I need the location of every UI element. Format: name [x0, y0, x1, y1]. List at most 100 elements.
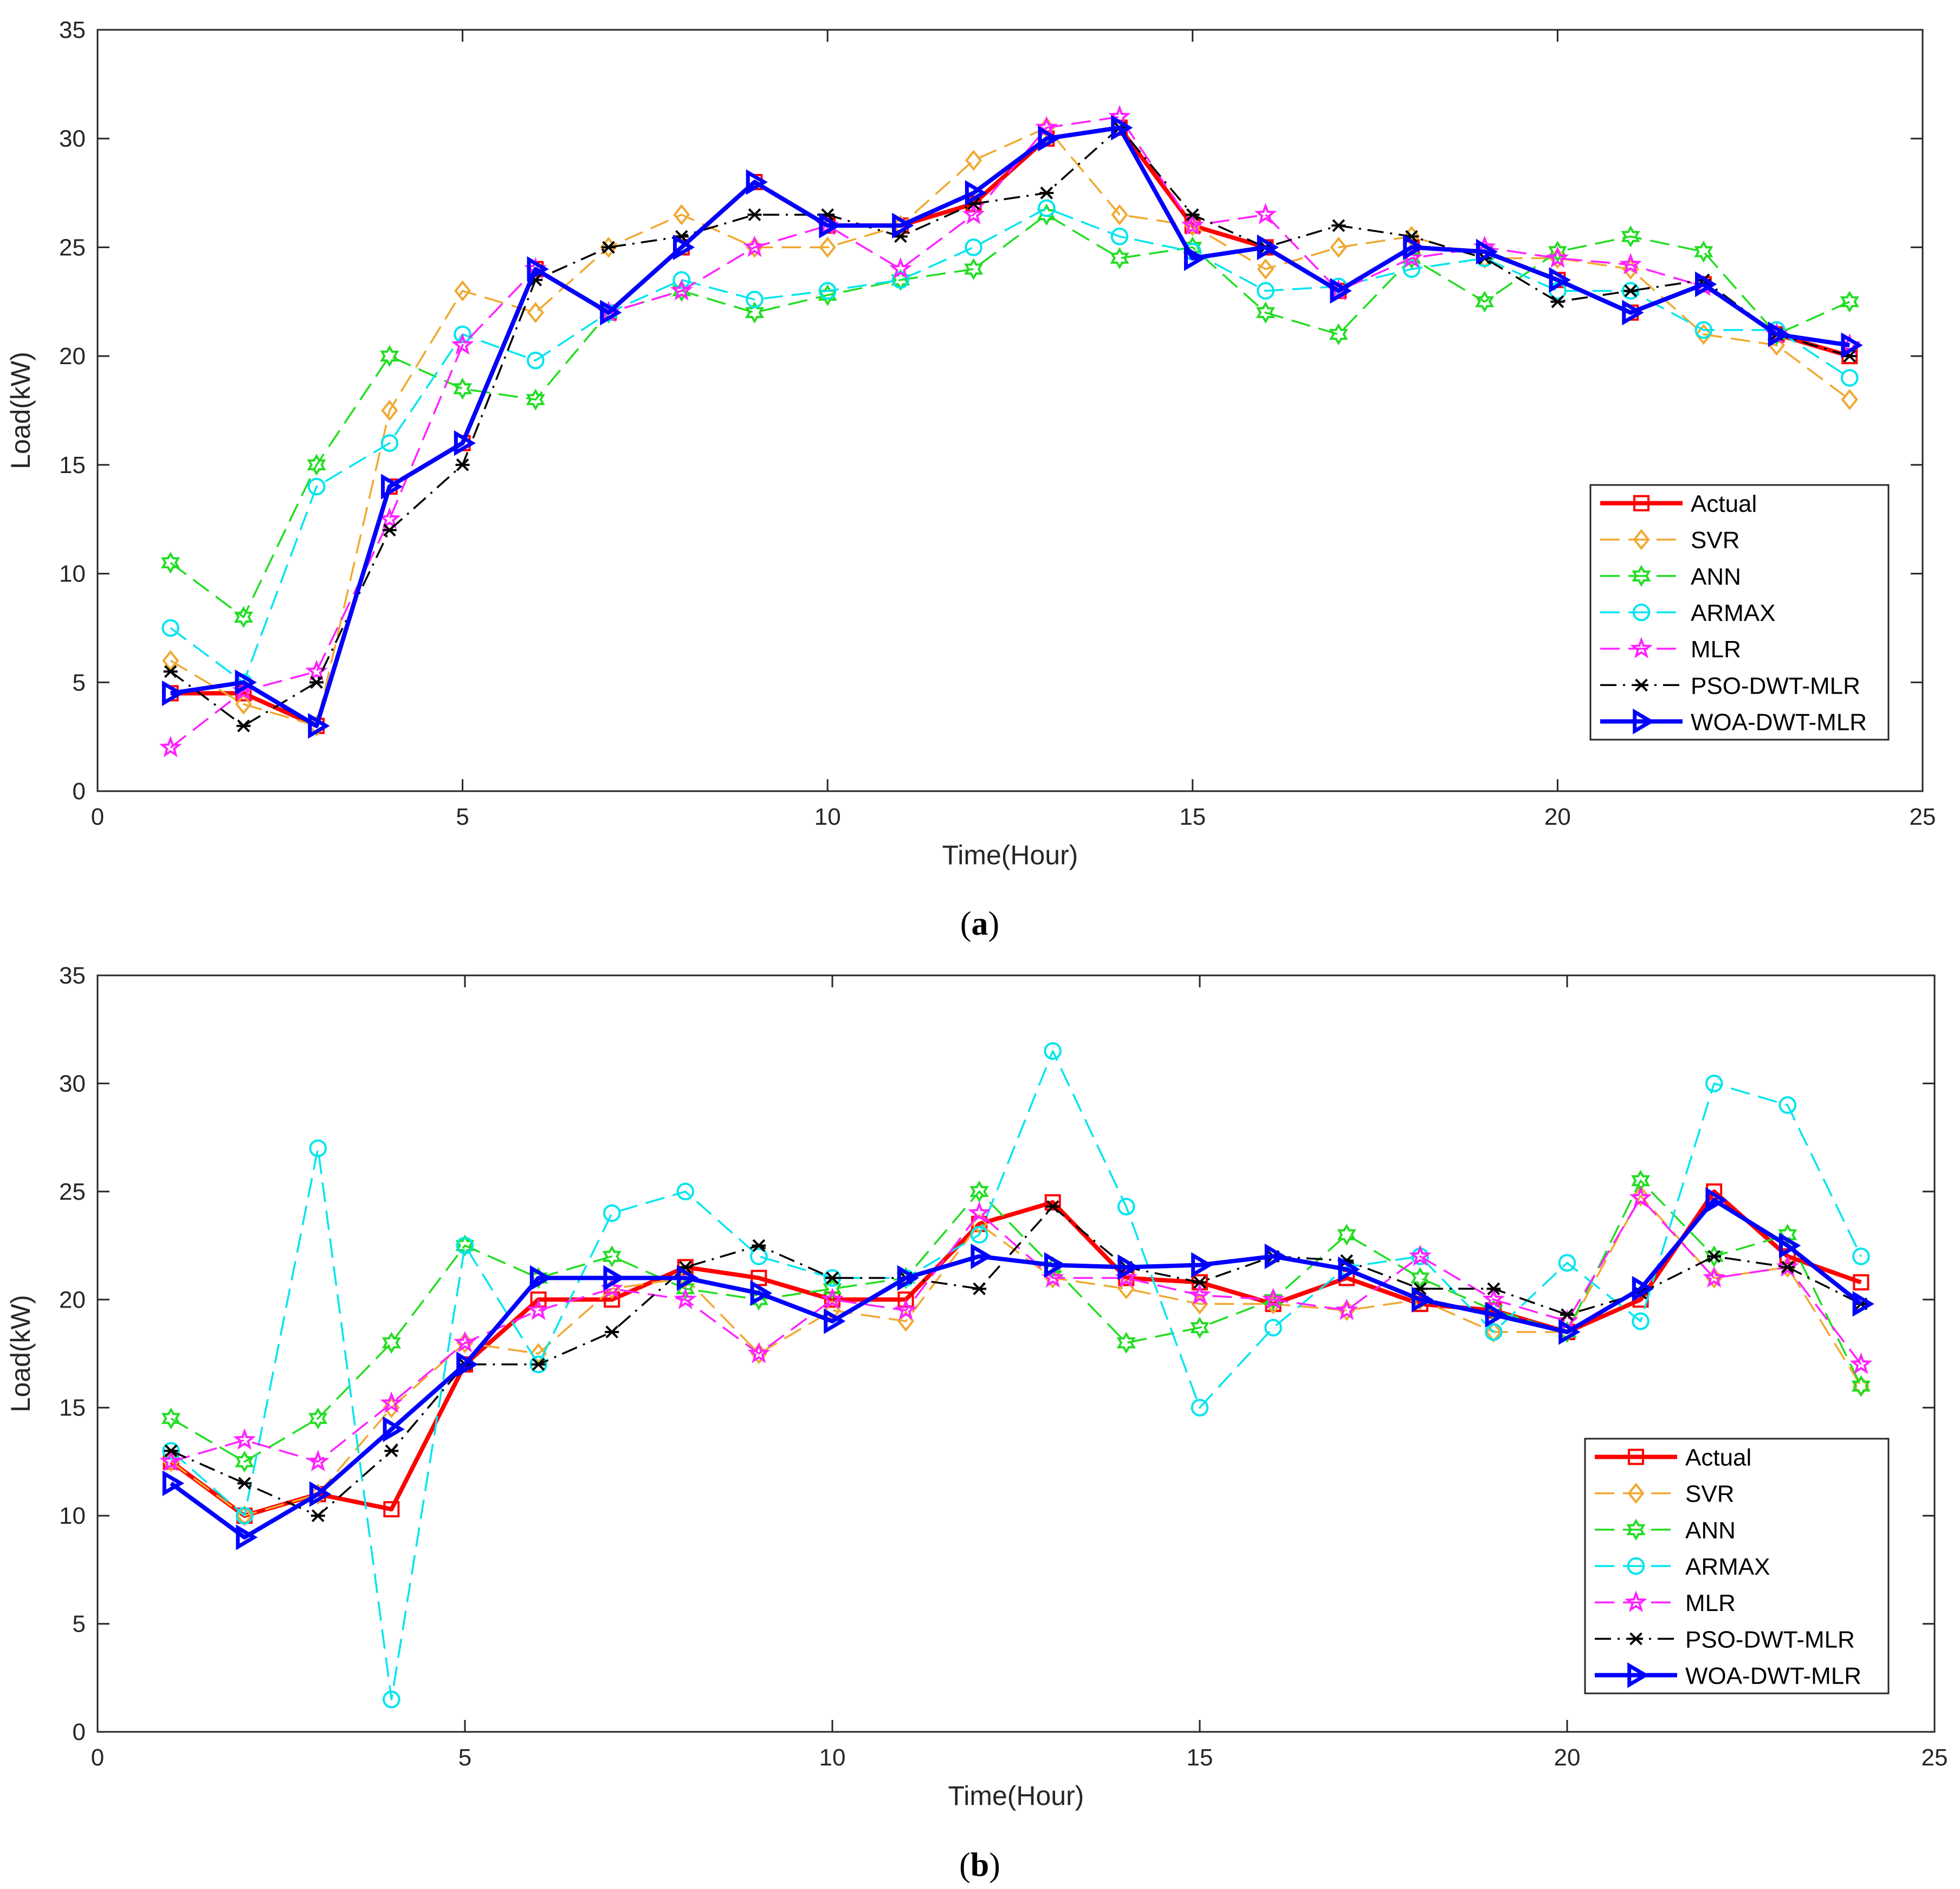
data-point [1264, 1243, 1287, 1270]
data-point [526, 389, 545, 411]
data-point [236, 1524, 258, 1550]
legend-marker [1632, 565, 1651, 587]
data-point [824, 1308, 846, 1334]
x-tick-label: 0 [91, 1744, 104, 1771]
data-point [159, 735, 182, 758]
data-point [381, 400, 398, 421]
data-point [311, 1509, 325, 1522]
data-point [676, 1182, 695, 1201]
chart-panel-a: 0 5 10 15 20 25 0 5 10 15 20 25 30 35 Time(Hour) Load(k… [5, 17, 1936, 942]
legend-marker [1634, 678, 1648, 692]
data-point [235, 669, 257, 695]
data-point [745, 301, 765, 324]
data-point [970, 1226, 988, 1244]
caption-close: ) [989, 1847, 1000, 1884]
caption-open: ( [960, 905, 972, 942]
series-line [170, 125, 1850, 728]
y-tick-label: 5 [73, 669, 86, 696]
data-point [1110, 247, 1129, 269]
data-point [307, 477, 326, 496]
data-point [1045, 1200, 1060, 1213]
data-point [1849, 1352, 1873, 1374]
series-woa-dwt-mlr [161, 114, 1863, 739]
data-point [750, 1247, 768, 1265]
data-point [1704, 1245, 1724, 1267]
data-point [161, 552, 180, 574]
data-point [530, 1291, 547, 1308]
data-point [819, 236, 836, 258]
data-point [1257, 282, 1275, 300]
data-point [965, 238, 982, 256]
data-point [600, 300, 622, 326]
data-point [1840, 368, 1859, 387]
y-tick-label: 0 [73, 778, 86, 805]
data-point [1548, 241, 1567, 263]
data-point [1111, 204, 1128, 225]
data-point [235, 1506, 254, 1525]
data-point [673, 204, 690, 225]
series-line [170, 1195, 1862, 1517]
legend-entry-armax: ARMAX [1691, 600, 1775, 626]
data-point [1778, 1096, 1797, 1114]
chart-panel-b: 0 5 10 15 20 25 0 5 10 15 20 25 30 35 Time(Hour) Load(k… [5, 962, 1948, 1884]
legend-marker [1626, 1518, 1646, 1541]
data-point [1475, 290, 1495, 313]
data-point [1853, 1274, 1870, 1291]
y-tick-label: 10 [59, 561, 86, 587]
data-point [1264, 1318, 1282, 1337]
data-point [1852, 1247, 1870, 1265]
data-point [972, 1282, 987, 1296]
data-point [1695, 271, 1717, 297]
data-point [1329, 323, 1348, 346]
x-axis-label: Time(Hour) [948, 1781, 1084, 1811]
data-point [892, 212, 914, 238]
x-tick-label: 0 [91, 804, 104, 830]
data-point [1188, 1283, 1211, 1305]
series-mlr [159, 1186, 1873, 1472]
legend-marker [1633, 495, 1649, 512]
data-point [1851, 1375, 1871, 1398]
data-point [1403, 234, 1425, 261]
legend-entry-actual: Actual [1685, 1445, 1751, 1471]
legend-entry-armax: ARMAX [1685, 1554, 1770, 1580]
caption-letter: a [972, 905, 988, 942]
data-point [1262, 1288, 1285, 1310]
data-point [527, 1298, 550, 1320]
x-tick-label: 25 [1922, 1744, 1948, 1771]
x-axis-label: Time(Hour) [942, 840, 1078, 870]
data-point [1264, 1289, 1283, 1311]
data-point [965, 180, 987, 206]
legend-entry-svr: SVR [1685, 1481, 1734, 1508]
data-point [1632, 1185, 1649, 1207]
legend-marker [1629, 1632, 1643, 1646]
data-point [1411, 1267, 1430, 1289]
data-point [306, 1450, 329, 1472]
data-point [821, 1288, 844, 1310]
data-point [1191, 1399, 1209, 1417]
data-point [237, 1477, 252, 1490]
series-line [170, 214, 1851, 618]
legend-entry-ann: ANN [1685, 1517, 1736, 1544]
series-line [170, 1180, 1862, 1463]
y-tick-label: 20 [59, 1286, 86, 1313]
data-point [965, 150, 982, 171]
data-point [451, 333, 474, 355]
data-point [1621, 225, 1640, 248]
caption-close: ) [988, 905, 1000, 942]
data-point [600, 236, 617, 258]
data-point [161, 619, 180, 637]
data-point [1485, 1302, 1507, 1328]
data-point [380, 434, 399, 452]
data-point [605, 1325, 619, 1338]
data-point [894, 1298, 917, 1320]
legend: Actual SVR ANN ARMAX MLR PSO-DWT-MLR WOA-DWT-M… [1584, 1438, 1890, 1694]
series-line [170, 126, 1850, 727]
data-point [969, 1180, 989, 1203]
legend-marker [1627, 1557, 1645, 1575]
data-point [383, 1416, 405, 1442]
x-tick-label: 15 [1187, 1744, 1213, 1771]
data-point [309, 676, 324, 689]
data-point [1039, 186, 1054, 199]
data-point [456, 1351, 478, 1377]
data-point [1330, 236, 1347, 258]
